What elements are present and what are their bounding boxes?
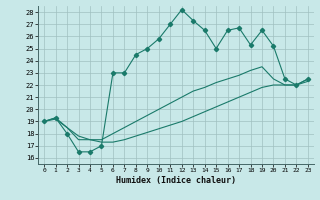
X-axis label: Humidex (Indice chaleur): Humidex (Indice chaleur) [116, 176, 236, 185]
